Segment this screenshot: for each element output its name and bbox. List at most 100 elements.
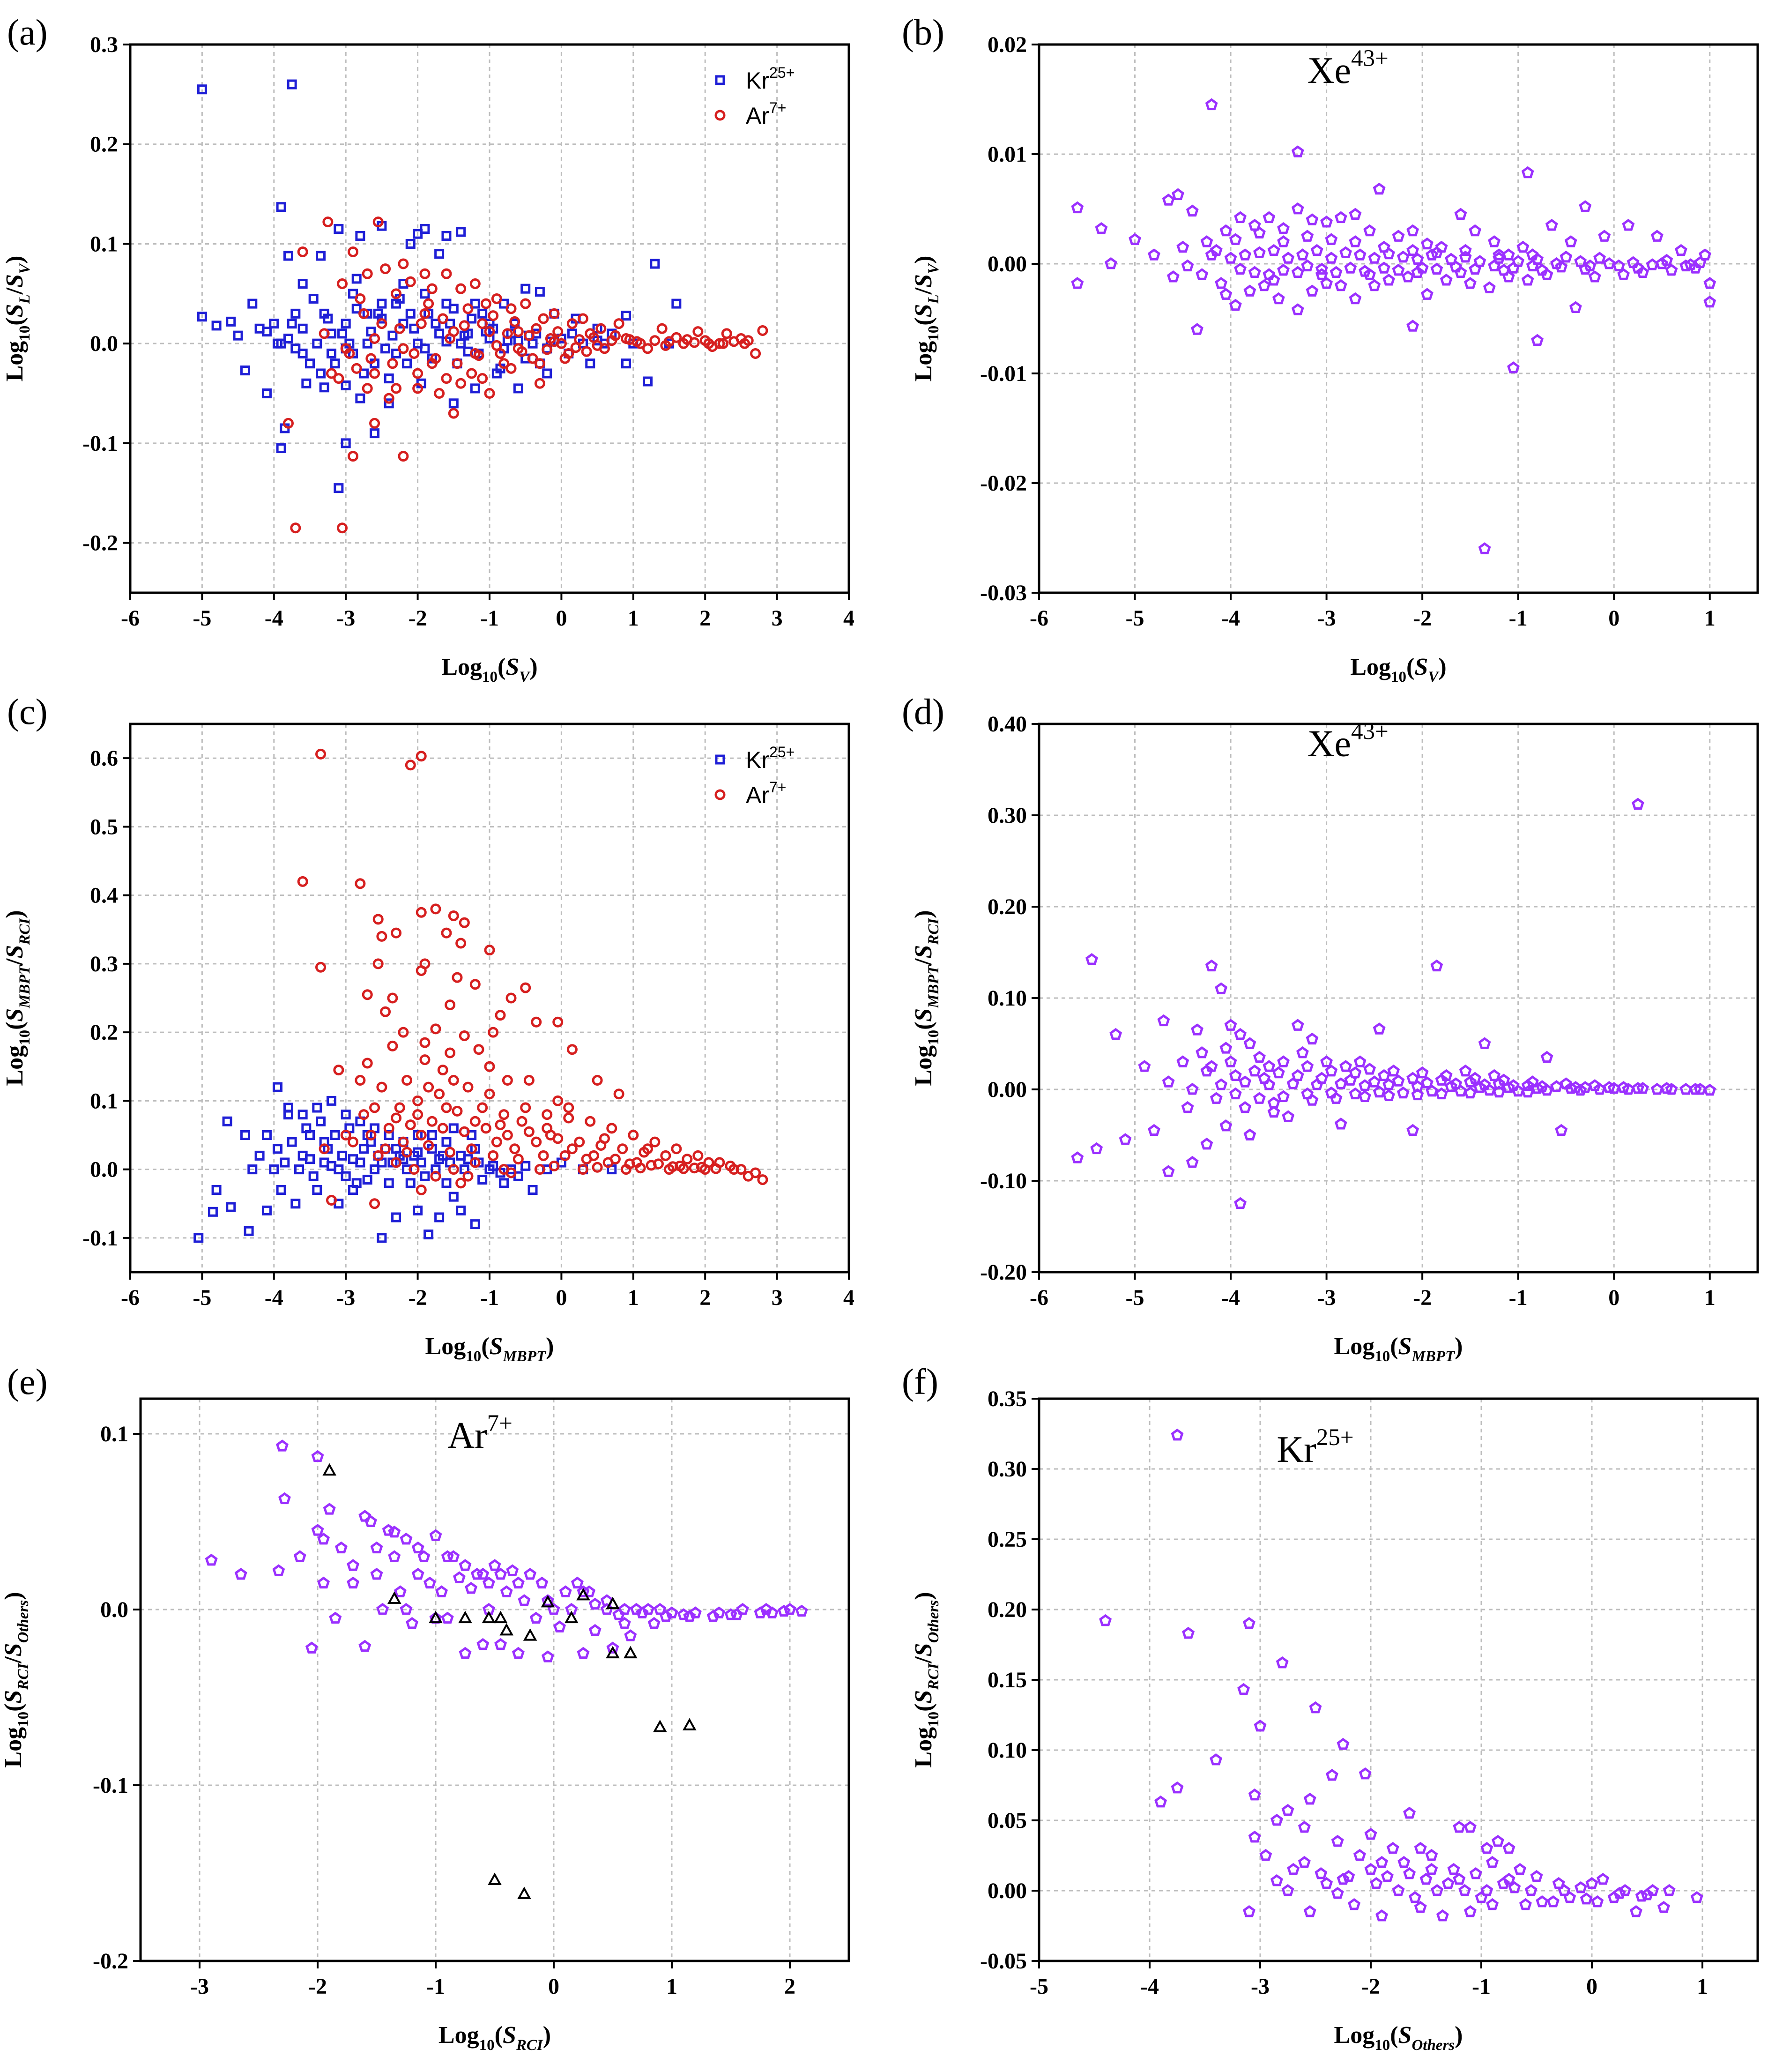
data-point--1-25_0-03 bbox=[466, 1143, 477, 1155]
data-point--3-45_0-0032 bbox=[1277, 222, 1290, 234]
data-point--2-85_0-006 bbox=[1334, 1077, 1347, 1089]
x-axis-title: Log10(SRCI) bbox=[438, 2022, 551, 2054]
data-point--0-25_0 bbox=[1558, 1884, 1571, 1896]
data-point--2-95_0-0022 bbox=[1325, 233, 1338, 245]
data-point-1-85_0-002 bbox=[689, 1163, 700, 1174]
data-point--1-8_0-05 bbox=[427, 1130, 437, 1140]
data-point--1-85_-0-0005 bbox=[1430, 262, 1443, 275]
data-point--4_0-02 bbox=[269, 319, 279, 329]
data-point--2-7_-0-0032 bbox=[1349, 292, 1362, 305]
data-point-1-4_-0-002 bbox=[713, 1606, 726, 1618]
data-point-0-25_0-312 bbox=[1631, 797, 1644, 810]
data-point-1-8_0 bbox=[760, 1602, 773, 1615]
panel-label: (e) bbox=[7, 1361, 48, 1402]
data-point--0-55_-0-045 bbox=[1555, 1124, 1568, 1136]
data-point--3-65_0-183 bbox=[1182, 1626, 1195, 1639]
data-point--0-15_-0-005 bbox=[529, 1611, 542, 1624]
data-point--5_0-027 bbox=[197, 312, 207, 322]
data-point--5-4_-0-065 bbox=[1090, 1142, 1103, 1155]
data-point--2-1_-0-02 bbox=[405, 1178, 416, 1188]
data-point--3-25_0-0008 bbox=[1296, 248, 1309, 261]
data-point--5-6_0-0051 bbox=[1071, 201, 1084, 214]
y-tick-label: 0.00 bbox=[988, 1077, 1027, 1102]
data-point--3-95_-0-005 bbox=[1229, 1087, 1242, 1100]
data-point--2-5_0-02 bbox=[376, 318, 387, 329]
data-point--1-65_0-145 bbox=[437, 1065, 448, 1076]
data-point-0-5_-0-022 bbox=[606, 1641, 619, 1654]
data-point--0-45_0-008 bbox=[523, 330, 535, 341]
x-tick-label: 0 bbox=[548, 1974, 559, 1999]
data-point--0-35_0-015 bbox=[531, 323, 542, 334]
data-point--1-15_0-035 bbox=[411, 1541, 424, 1554]
x-tick-label: -4 bbox=[1221, 606, 1240, 631]
data-point--3-4_-0-03 bbox=[312, 1185, 322, 1195]
data-point--1-95_0-007 bbox=[1420, 1076, 1434, 1088]
y-tick-label: -0.2 bbox=[82, 531, 118, 556]
data-point--2-3_-0-01 bbox=[391, 348, 401, 358]
panel-ion-label: Kr25+ bbox=[1277, 1424, 1353, 1470]
data-point--3-85_0-0008 bbox=[1239, 248, 1252, 261]
data-point--3-35_0-295 bbox=[315, 961, 327, 973]
data-point--0-95_0 bbox=[1480, 1884, 1493, 1896]
data-point--4-2_0-0008 bbox=[1205, 248, 1218, 261]
data-point--3-9_0-137 bbox=[276, 202, 286, 212]
data-point--3-4_0-0005 bbox=[1282, 252, 1295, 264]
data-point--1-9_-0-018 bbox=[1375, 1909, 1389, 1922]
data-point--1-1_-0-035 bbox=[477, 373, 488, 384]
data-point--3_0-08 bbox=[341, 1110, 351, 1120]
data-point--2-85_0-035 bbox=[351, 304, 362, 314]
data-point-0-25_0-01 bbox=[577, 1585, 590, 1597]
data-point--2-65_0-03 bbox=[1353, 1055, 1367, 1067]
data-point--1-1_0-03 bbox=[477, 308, 488, 319]
x-tick-label: -3 bbox=[1251, 1974, 1270, 1999]
y-tick-label: 0.0 bbox=[90, 331, 118, 356]
data-point--3-15_-0-012 bbox=[1306, 1094, 1319, 1106]
data-point--1-95_0-29 bbox=[416, 965, 427, 976]
data-point--0-85_0-008 bbox=[1526, 1075, 1539, 1088]
data-point--2-15_0-025 bbox=[401, 1147, 413, 1158]
data-point--3-3_-0-044 bbox=[319, 382, 329, 393]
data-point--1-9_0-03 bbox=[419, 308, 431, 319]
data-point--1-95_-0-0028 bbox=[1420, 288, 1434, 300]
data-point--0-85_0-035 bbox=[1491, 1834, 1504, 1847]
data-point--2-45_0-075 bbox=[380, 263, 391, 275]
data-point--0-9_-0-0015 bbox=[1521, 274, 1534, 286]
data-point--2-3_-0-07 bbox=[391, 1212, 401, 1222]
data-point--0-75_-0-025 bbox=[459, 1647, 472, 1659]
data-point--4-8_-0-03 bbox=[211, 1185, 222, 1195]
data-point--5-6_-0-0018 bbox=[1071, 277, 1084, 289]
data-point--1-75_-0-015 bbox=[430, 353, 441, 364]
data-point--1-85_0-12 bbox=[423, 1081, 434, 1093]
grid-lines bbox=[1039, 724, 1758, 1272]
data-point--1-35_0-005 bbox=[1478, 1078, 1491, 1090]
data-point-0-2_0-015 bbox=[571, 1576, 584, 1589]
data-point--2-4_0-005 bbox=[1320, 1877, 1333, 1889]
data-point--1-05_-0-0004 bbox=[1507, 261, 1520, 274]
data-point--2-8_0-025 bbox=[1339, 1060, 1352, 1072]
y-tick-label: 0.10 bbox=[988, 1738, 1027, 1763]
data-point--3-55_-0-015 bbox=[1267, 1096, 1280, 1109]
data-point--2_0-04 bbox=[1364, 1827, 1377, 1840]
data-point-0-4_-0-015 bbox=[1629, 1905, 1642, 1917]
data-point--1-2_-0-08 bbox=[470, 1219, 480, 1230]
data-point--1_-0-005 bbox=[429, 1610, 443, 1624]
data-point-2-35_0-005 bbox=[725, 1160, 736, 1171]
data-point--2-6_0 bbox=[370, 1164, 380, 1175]
data-point--0-5_0-0006 bbox=[1560, 250, 1573, 263]
data-point--2-8_0-001 bbox=[1339, 246, 1352, 258]
data-point--3-8_-0-05 bbox=[1243, 1128, 1256, 1140]
data-point--2-1_0-065 bbox=[405, 1119, 416, 1131]
data-point--2-3_0-03 bbox=[391, 1144, 401, 1154]
grid-lines bbox=[130, 724, 849, 1272]
data-point--4_0-0005 bbox=[1224, 252, 1237, 264]
plot-frame bbox=[1038, 43, 1759, 594]
data-point--4-05_-0-0028 bbox=[1219, 288, 1233, 300]
data-point-2-05_0 bbox=[703, 338, 714, 349]
data-point--4-3_0-04 bbox=[247, 298, 258, 309]
data-point-1-1_-0-003 bbox=[677, 1608, 690, 1620]
data-point-2-25_0 bbox=[718, 338, 729, 349]
data-point--1-6_-0-021 bbox=[358, 1640, 371, 1652]
data-point--2-6_0-005 bbox=[369, 333, 380, 344]
data-point--0-8_-0-007 bbox=[1531, 334, 1544, 346]
data-point--2-7_0-255 bbox=[362, 989, 373, 1000]
